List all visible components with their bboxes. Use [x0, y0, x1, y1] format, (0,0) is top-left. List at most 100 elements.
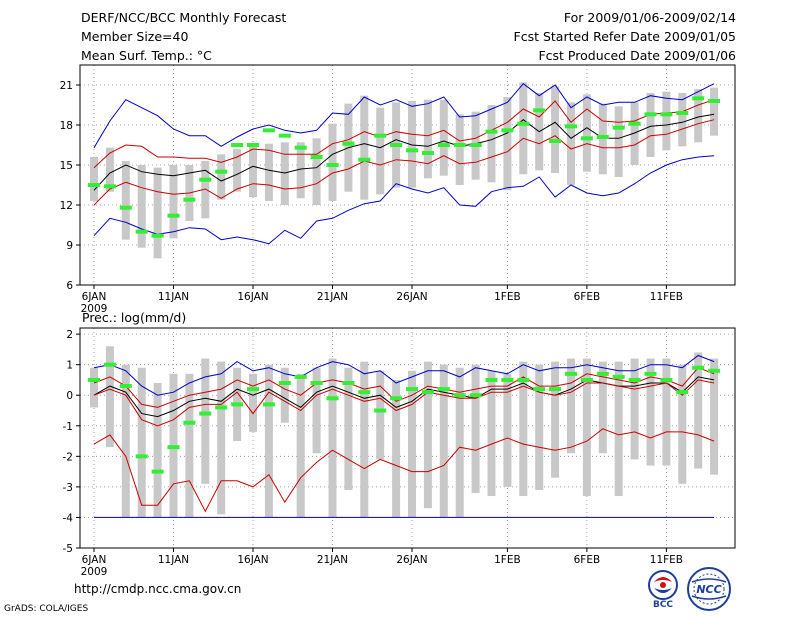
prec-spread-box: [137, 367, 146, 518]
prec-xtick-label: 16JAN: [237, 554, 268, 566]
temp-observed-marker: [437, 143, 450, 147]
temp-minimum-line: [93, 155, 715, 245]
temp-ytick-label: 6: [66, 280, 73, 292]
prec-observed-marker: [135, 454, 148, 459]
prec-observed-marker: [485, 377, 498, 382]
prec-observed-marker: [596, 371, 609, 376]
source-url[interactable]: http://cmdp.ncc.cma.gov.cn: [74, 582, 242, 596]
prec-observed-marker: [501, 377, 514, 382]
temp-observed-marker: [692, 96, 705, 101]
prec-spread-box: [376, 370, 385, 460]
prec-spread-box: [312, 367, 321, 454]
temp-xtick-label: 16JAN: [237, 291, 268, 303]
temp-observed-marker: [294, 145, 307, 150]
temp-xtick-label: 11JAN: [158, 291, 189, 303]
prec-spread-box: [121, 364, 130, 518]
temp-observed-marker: [517, 121, 530, 126]
temp-panel: 6 9 12 15 18 21 6JAN 11JAN 16JAN 21JAN 26JAN 1FEB 6F…: [60, 64, 736, 315]
temp-spread-box: [280, 142, 289, 205]
prec-observed-marker: [437, 387, 450, 392]
temp-observed-marker: [183, 197, 196, 202]
temp-observed-marker: [469, 143, 482, 147]
prec-spread-box: [551, 361, 560, 478]
temp-panel-label: Mean Surf. Temp.: °C: [81, 48, 212, 63]
prec-observed-marker: [278, 381, 291, 385]
temp-spread-box: [201, 161, 210, 219]
prec-spread-box: [487, 370, 496, 497]
bcc-logo: BCC: [640, 568, 686, 612]
prec-spread-box: [519, 361, 528, 497]
temp-ytick-label: 21: [60, 80, 73, 92]
prec-observed-marker: [247, 387, 259, 392]
prec-spread-box: [567, 358, 575, 454]
prec-spread-box: [217, 361, 226, 515]
prec-observed-marker: [453, 393, 466, 398]
temp-spread-box: [121, 161, 130, 240]
prec-ytick-label: -2: [63, 451, 73, 463]
prec-spread-box: [153, 383, 162, 518]
temp-observed-marker: [103, 184, 116, 189]
temp-observed-marker: [262, 128, 275, 133]
temp-observed-marker: [501, 128, 514, 133]
prec-xtick-label: 21JAN: [317, 554, 348, 566]
bcc-logo-text: BCC: [653, 600, 673, 608]
temp-observed-marker: [310, 155, 323, 159]
temp-xtick-label: 26JAN: [396, 291, 427, 303]
temp-spread-box: [439, 99, 448, 176]
temp-observed-marker: [358, 157, 371, 162]
temp-spread-box: [360, 95, 369, 200]
temp-observed-marker: [199, 177, 212, 182]
prec-observed-marker: [294, 374, 307, 379]
ncc-logo-text: NCC: [696, 583, 721, 596]
prec-xtick-label: 26JAN: [396, 554, 427, 566]
prec-observed-marker: [533, 387, 546, 392]
prec-observed-marker: [406, 387, 418, 392]
temp-spread-box: [376, 107, 385, 195]
prec-xtick-label: 6FEB: [574, 554, 601, 566]
temp-observed-marker: [119, 205, 132, 210]
prec-observed-marker: [517, 377, 530, 382]
prec-observed-marker: [119, 384, 132, 389]
temp-spread-box: [233, 149, 242, 192]
temp-observed-marker: [151, 233, 164, 238]
temp-observed-marker: [565, 124, 577, 129]
prec-ytick-label: -3: [63, 482, 73, 494]
prec-xtick-label: 1FEB: [494, 554, 521, 566]
temp-xtick-label: 6FEB: [574, 291, 601, 303]
temp-ytick-label: 15: [60, 160, 73, 172]
prec-spread-box: [249, 373, 257, 432]
prec-ytick-label: -1: [63, 421, 73, 433]
refer-date: Fcst Started Refer Date 2009/01/05: [513, 29, 737, 44]
temp-spread-box: [312, 138, 321, 205]
prec-spread-box: [471, 364, 480, 493]
prec-spread-box: [344, 367, 353, 490]
prec-spread-box: [646, 358, 655, 466]
prec-xtick-label: 6JAN: [82, 554, 107, 566]
temp-observed-marker: [135, 229, 148, 234]
prec-observed-marker: [644, 371, 657, 376]
prec-spread-box: [360, 361, 369, 518]
prec-spread-box: [185, 373, 194, 518]
prec-observed-marker: [469, 393, 482, 398]
temp-observed-marker: [88, 183, 100, 187]
prec-spread-box: [694, 352, 703, 469]
temp-spread-box: [217, 154, 226, 200]
prec-observed-marker: [88, 377, 100, 382]
temp-observed-marker: [167, 213, 180, 218]
prec-observed-marker: [215, 405, 228, 410]
prec-ytick-label: 1: [66, 360, 73, 372]
temp-observed-marker: [628, 121, 641, 126]
temp-observed-marker: [644, 112, 657, 117]
prec-spread-box: [503, 373, 512, 487]
temp-observed-marker: [326, 163, 339, 167]
temp-maximum-line: [93, 83, 715, 148]
prec-spread-box: [439, 364, 448, 518]
prec-observed-marker: [565, 371, 577, 376]
temp-spread-box: [551, 86, 560, 173]
temp-observed-marker: [406, 148, 418, 153]
prec-spread-box: [455, 367, 464, 518]
prec-spread-box: [535, 364, 544, 490]
temp-spread-box: [503, 97, 512, 191]
